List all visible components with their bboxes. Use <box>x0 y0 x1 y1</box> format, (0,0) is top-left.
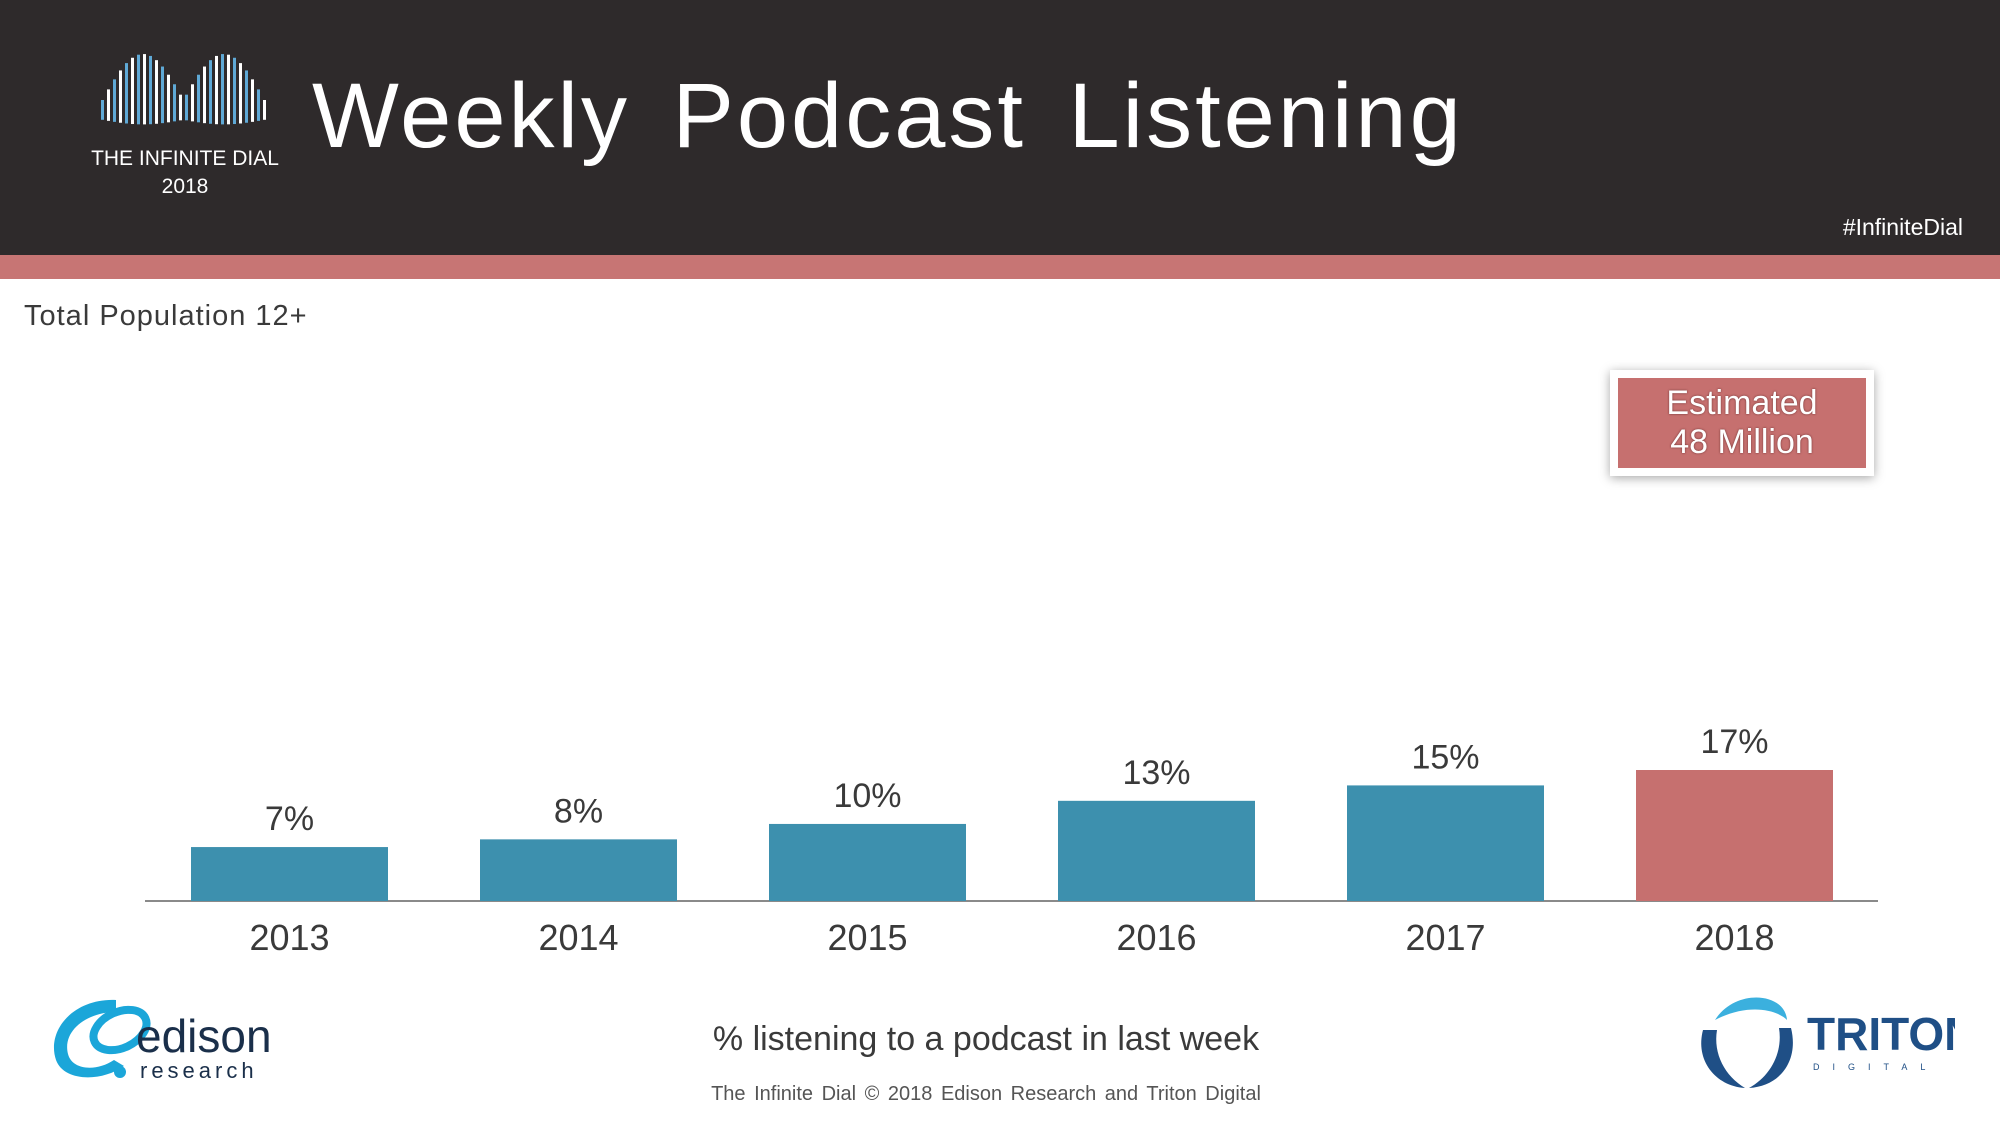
logo-bar <box>263 100 266 120</box>
bar-2016 <box>1058 800 1255 901</box>
logo-year-text: 2018 <box>161 175 209 198</box>
x-tick-label-2015: 2015 <box>827 917 907 958</box>
page-title: Weekly Podcast Listening <box>312 65 1464 167</box>
hashtag-label: #InfiniteDial <box>1842 214 1963 240</box>
x-tick-label-2016: 2016 <box>1116 917 1196 958</box>
logo-bar <box>101 100 104 120</box>
logo-bar <box>113 79 116 122</box>
logo-bar <box>215 55 218 125</box>
logo-bar <box>245 70 248 123</box>
population-subtitle: Total Population 12+ <box>24 300 308 332</box>
logo-bar <box>167 74 170 123</box>
triton-sub: DIGITAL <box>1813 1062 1938 1072</box>
data-label-2015: 10% <box>833 777 901 815</box>
x-tick-label-2018: 2018 <box>1694 917 1774 958</box>
logo-bar <box>131 57 134 125</box>
logo-bar <box>161 66 164 124</box>
logo-bar <box>221 54 224 125</box>
triton-digital-logo: TRITON DIGITAL <box>1701 997 1955 1088</box>
data-label-2017: 15% <box>1411 738 1479 776</box>
data-label-2018: 17% <box>1700 723 1768 761</box>
logo-bar <box>191 84 194 122</box>
bar-2018 <box>1636 770 1833 901</box>
edison-research-logo: edison research <box>53 999 272 1083</box>
chart-caption: % listening to a podcast in last week <box>712 1020 1260 1058</box>
logo-bar <box>227 54 230 125</box>
edison-sub: research <box>140 1058 258 1083</box>
logo-bar <box>143 54 146 125</box>
logo-bar <box>209 60 212 124</box>
estimate-callout-line1: Estimated <box>1666 383 1818 422</box>
header-accent-bar <box>0 255 2000 279</box>
edison-name: edison <box>136 1010 272 1062</box>
logo-bar <box>107 89 110 121</box>
logo-bar <box>239 63 242 124</box>
data-label-2014: 8% <box>554 792 603 830</box>
bar-2013 <box>191 847 388 901</box>
x-tick-label-2014: 2014 <box>538 917 618 958</box>
logo-bar <box>149 55 152 125</box>
triton-ring-icon <box>1701 997 1793 1088</box>
logo-bar <box>173 84 176 122</box>
footer-copyright: The Infinite Dial © 2018 Edison Research… <box>711 1083 1261 1105</box>
logo-bar <box>137 54 140 125</box>
logo-bar <box>257 89 260 121</box>
logo-bar <box>233 57 236 125</box>
logo-bar <box>185 94 188 121</box>
logo-bar <box>125 63 128 124</box>
logo-bar <box>179 94 182 121</box>
data-label-2013: 7% <box>265 800 314 838</box>
estimate-callout-line2: 48 Million <box>1670 423 1814 461</box>
bar-2017 <box>1347 785 1544 901</box>
triton-name: TRITON <box>1807 1008 1955 1060</box>
edison-swoosh-icon <box>53 999 151 1078</box>
bar-chart: 7% 2013 8% 2014 10% 2015 13% 2016 15% 2017 17% 2018 <box>145 723 1878 958</box>
logo-bar <box>155 60 158 124</box>
x-tick-label-2017: 2017 <box>1405 917 1485 958</box>
data-label-2016: 13% <box>1122 754 1190 792</box>
logo-bar <box>197 74 200 123</box>
estimate-callout-box: Estimated 48 Million <box>1618 378 1866 468</box>
logo-brand-text: THE INFINITE DIAL <box>91 147 279 170</box>
bar-2015 <box>769 823 966 901</box>
logo-bar <box>251 79 254 122</box>
estimate-callout: Estimated 48 Million <box>1610 370 1874 476</box>
header-band <box>0 0 2000 255</box>
logo-bar <box>119 70 122 123</box>
logo-bar <box>203 66 206 124</box>
x-tick-label-2013: 2013 <box>249 917 329 958</box>
bar-2014 <box>480 839 677 901</box>
infinite-dial-logo-icon <box>101 54 266 125</box>
